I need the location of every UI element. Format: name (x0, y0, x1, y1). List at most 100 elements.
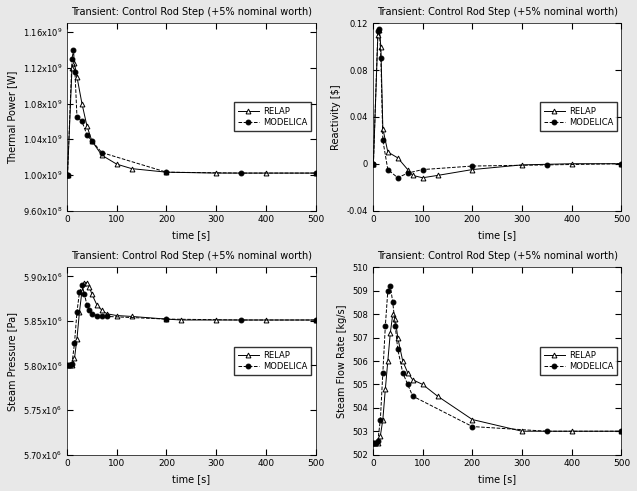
RELAP (376, 433, 384, 439)
MODELICA (394, 175, 401, 181)
MODELICA (376, 416, 384, 422)
MODELICA (88, 311, 96, 317)
MODELICA (98, 150, 106, 156)
RELAP (262, 170, 269, 176)
RELAP (64, 172, 71, 178)
Line: MODELICA: MODELICA (371, 284, 624, 445)
Title: Transient: Control Rod Step (+5% nominal worth): Transient: Control Rod Step (+5% nominal… (71, 251, 311, 261)
Line: RELAP: RELAP (371, 28, 624, 180)
MODELICA (63, 172, 71, 178)
RELAP (568, 428, 576, 434)
MODELICA (78, 118, 86, 124)
MODELICA (384, 288, 392, 294)
RELAP (374, 440, 382, 446)
X-axis label: time [s]: time [s] (172, 474, 210, 484)
RELAP (468, 416, 476, 422)
Y-axis label: Steam Pressure [Pa]: Steam Pressure [Pa] (7, 311, 17, 410)
MODELICA (392, 323, 399, 329)
RELAP (369, 161, 377, 166)
RELAP (518, 162, 526, 168)
MODELICA (543, 162, 551, 168)
RELAP (404, 370, 412, 376)
MODELICA (374, 28, 382, 34)
MODELICA (387, 283, 394, 289)
RELAP (618, 161, 626, 166)
Title: Transient: Control Rod Step (+5% nominal worth): Transient: Control Rod Step (+5% nominal… (376, 7, 618, 17)
MODELICA (468, 424, 476, 430)
MODELICA (85, 307, 93, 313)
RELAP (434, 172, 441, 178)
Line: MODELICA: MODELICA (64, 283, 318, 368)
RELAP (63, 362, 71, 368)
MODELICA (73, 309, 81, 315)
Line: RELAP: RELAP (64, 61, 318, 177)
MODELICA (372, 440, 380, 446)
RELAP (389, 311, 397, 317)
RELAP (379, 416, 387, 422)
RELAP (409, 172, 417, 178)
RELAP (83, 123, 90, 129)
MODELICA (618, 161, 626, 166)
RELAP (419, 175, 426, 181)
RELAP (71, 60, 78, 66)
RELAP (68, 65, 76, 71)
MODELICA (71, 69, 79, 75)
RELAP (568, 161, 576, 166)
RELAP (81, 279, 89, 285)
MODELICA (65, 362, 73, 368)
X-axis label: time [s]: time [s] (172, 230, 210, 240)
RELAP (404, 166, 412, 172)
RELAP (434, 393, 441, 399)
Legend: RELAP, MODELICA: RELAP, MODELICA (540, 347, 617, 376)
RELAP (384, 358, 392, 364)
RELAP (128, 165, 136, 171)
RELAP (518, 428, 526, 434)
RELAP (128, 313, 136, 319)
MODELICA (376, 26, 383, 32)
RELAP (83, 279, 90, 285)
RELAP (66, 362, 73, 368)
RELAP (468, 166, 476, 172)
MODELICA (379, 370, 387, 376)
Title: Transient: Control Rod Step (+5% nominal worth): Transient: Control Rod Step (+5% nominal… (71, 7, 311, 17)
RELAP (399, 358, 406, 364)
RELAP (376, 27, 383, 33)
MODELICA (468, 163, 476, 169)
RELAP (78, 101, 86, 107)
MODELICA (81, 291, 89, 297)
RELAP (113, 161, 120, 167)
MODELICA (162, 169, 170, 175)
X-axis label: time [s]: time [s] (478, 474, 516, 484)
MODELICA (71, 340, 78, 346)
RELAP (369, 440, 376, 446)
RELAP (63, 172, 71, 178)
MODELICA (73, 114, 81, 120)
RELAP (103, 311, 111, 317)
MODELICA (394, 346, 401, 352)
RELAP (394, 335, 401, 341)
RELAP (113, 313, 120, 319)
MODELICA (311, 317, 319, 323)
RELAP (212, 170, 220, 176)
RELAP (262, 317, 269, 323)
Title: Transient: Control Rod Step (+5% nominal worth): Transient: Control Rod Step (+5% nominal… (376, 251, 618, 261)
MODELICA (76, 289, 83, 295)
MODELICA (78, 282, 86, 288)
RELAP (379, 126, 387, 132)
MODELICA (399, 370, 406, 376)
MODELICA (369, 161, 376, 166)
MODELICA (377, 55, 385, 61)
MODELICA (237, 317, 245, 323)
Line: MODELICA: MODELICA (371, 27, 624, 180)
MODELICA (543, 428, 551, 434)
RELAP (73, 336, 81, 342)
MODELICA (404, 170, 412, 176)
RELAP (409, 377, 417, 382)
MODELICA (311, 170, 319, 176)
Legend: RELAP, MODELICA: RELAP, MODELICA (234, 103, 311, 131)
RELAP (98, 152, 106, 158)
RELAP (162, 169, 170, 175)
MODELICA (103, 313, 111, 319)
RELAP (98, 307, 106, 313)
RELAP (88, 291, 96, 297)
